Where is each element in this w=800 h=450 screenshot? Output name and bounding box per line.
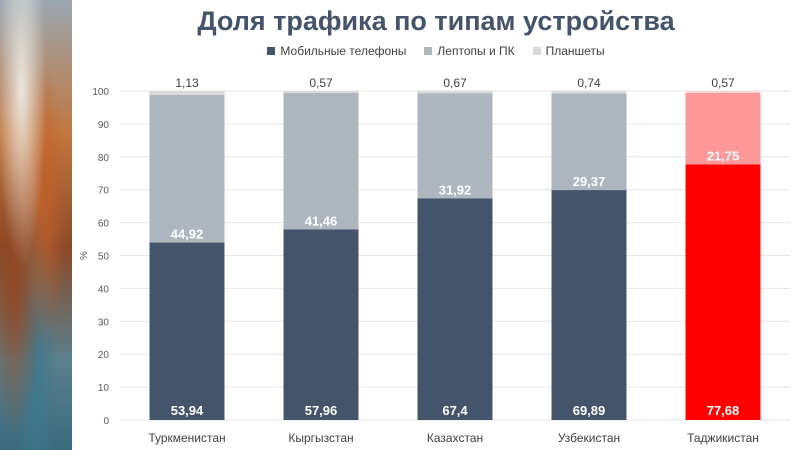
data-label-mobile-4: 77,68 [707, 403, 740, 418]
data-label-mobile-2: 67,4 [442, 403, 468, 418]
data-label-tablets-4: 0,57 [711, 76, 735, 90]
y-tick-label-100: 100 [92, 87, 109, 98]
chart-title: Доля трафика по типам устройства [197, 6, 675, 36]
y-tick-label-90: 90 [98, 120, 110, 131]
data-label-mobile-1: 57,96 [305, 403, 338, 418]
x-tick-label-2: Казахстан [427, 431, 483, 445]
bar-mobile-1 [283, 229, 359, 420]
bar-tablets-2 [417, 91, 493, 94]
data-label-tablets-3: 0,74 [577, 76, 601, 90]
x-tick-label-3: Узбекистан [558, 431, 620, 445]
legend-swatch-laptops [424, 47, 433, 55]
data-label-tablets-0: 1,13 [175, 76, 199, 90]
bar-mobile-4 [685, 164, 761, 420]
bar-tablets-4 [685, 91, 761, 93]
data-label-laptops-0: 44,92 [171, 227, 204, 242]
bar-tablets-1 [283, 91, 359, 93]
y-axis-label: % [79, 251, 90, 260]
bar-mobile-3 [551, 190, 627, 420]
data-label-tablets-2: 0,67 [443, 76, 467, 90]
legend-swatch-mobile [267, 47, 276, 55]
data-label-mobile-3: 69,89 [573, 403, 606, 418]
y-tick-label-70: 70 [98, 186, 110, 197]
legend-label-mobile: Мобильные телефоны [280, 44, 407, 58]
legend-label-tablets: Планшеты [545, 44, 605, 58]
legend-item-laptops: Лептопы и ПК [424, 44, 515, 58]
data-label-mobile-0: 53,94 [171, 403, 204, 418]
x-tick-label-4: Таджикистан [687, 431, 759, 445]
x-tick-label-0: Туркменистан [148, 431, 225, 445]
bar-mobile-2 [417, 198, 493, 420]
y-tick-label-20: 20 [98, 350, 110, 361]
y-tick-label-40: 40 [98, 284, 110, 295]
side-landscape-image [0, 0, 72, 450]
y-tick-label-30: 30 [98, 317, 110, 328]
bar-laptops-2 [417, 93, 493, 199]
bar-laptops-1 [283, 92, 359, 230]
bar-laptops-0 [149, 94, 225, 243]
bar-tablets-0 [149, 91, 225, 95]
data-label-tablets-1: 0,57 [309, 76, 333, 90]
y-tick-label-10: 10 [98, 383, 110, 394]
y-tick-label-50: 50 [98, 252, 110, 263]
data-label-laptops-4: 21,75 [707, 148, 740, 163]
y-tick-label-60: 60 [98, 219, 110, 230]
legend-label-laptops: Лептопы и ПК [437, 44, 515, 58]
bar-mobile-0 [149, 242, 225, 420]
chart-legend: Мобильные телефоны Лептопы и ПК Планшеты [72, 44, 800, 58]
x-tick-label-1: Кыргызстан [288, 431, 353, 445]
bar-laptops-4 [685, 92, 761, 165]
data-label-laptops-2: 31,92 [439, 182, 472, 197]
legend-swatch-tablets [532, 47, 541, 55]
legend-item-mobile: Мобильные телефоны [267, 44, 406, 58]
data-label-laptops-1: 41,46 [305, 213, 338, 228]
y-tick-label-0: 0 [103, 416, 109, 427]
legend-item-tablets: Планшеты [532, 44, 605, 58]
data-label-laptops-3: 29,37 [573, 174, 606, 189]
bar-laptops-3 [551, 93, 627, 191]
bar-tablets-3 [551, 91, 627, 94]
y-tick-label-80: 80 [98, 153, 110, 164]
